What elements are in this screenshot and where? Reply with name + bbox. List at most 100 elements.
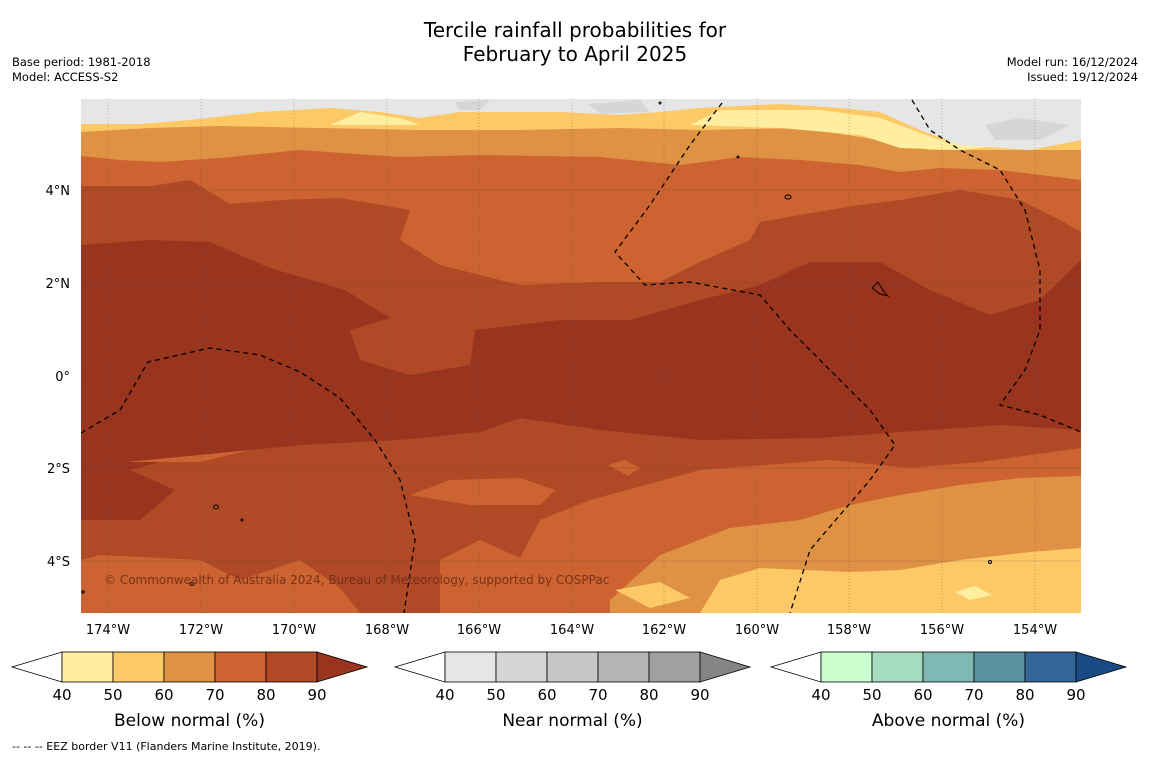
band-60-70-islet	[608, 460, 640, 476]
title-line-1: Tercile rainfall probabilities for	[423, 18, 727, 42]
eez-footnote: -- -- -- EEZ border V11 (Flanders Marine…	[12, 740, 321, 753]
colorbar-swatch	[61, 651, 114, 683]
islands	[81, 101, 992, 594]
colorbar-title: Above normal (%)	[872, 711, 1025, 731]
colorbar-swatch	[871, 651, 924, 683]
meta-left: Base period: 1981-2018 Model: ACCESS-S2	[12, 55, 151, 85]
colorbar-swatch	[495, 651, 548, 683]
band-30-40-north	[330, 112, 420, 125]
colorbar-title: Near normal (%)	[502, 711, 642, 731]
island-6	[736, 155, 740, 159]
lat-label: 4°N	[46, 184, 71, 199]
island-3	[213, 504, 219, 510]
colorbar-tick-label: 90	[1066, 686, 1085, 704]
lat-label: 2°S	[47, 462, 70, 477]
colorbar-tick-label: 60	[537, 686, 556, 704]
colorbar-extend-high	[699, 651, 752, 683]
island-7	[240, 518, 244, 522]
eez-border-central	[614, 102, 896, 613]
band-40-50-south-spot	[615, 582, 690, 608]
eez-border-west	[81, 347, 416, 613]
colorbar-tick-label: 80	[1015, 686, 1034, 704]
model-run: Model run: 16/12/2024	[1006, 55, 1138, 69]
colorbar: 40 50 60 70 80 90 Near normal (%)	[393, 651, 752, 731]
colorbar-extend-high	[316, 651, 369, 683]
lon-label: 160°W	[735, 623, 779, 638]
colorbar-swatch	[973, 651, 1026, 683]
meta-right: Model run: 16/12/2024 Issued: 19/12/2024	[1007, 55, 1138, 85]
latitude-labels: 4°N 2°N 0° 2°S 4°S	[46, 184, 71, 570]
island-9	[81, 590, 85, 594]
island-8	[988, 560, 992, 564]
model-name: Model: ACCESS-S2	[12, 70, 119, 84]
lat-label: 4°S	[47, 555, 70, 570]
probability-map: © Commonwealth of Australia 2024, Bureau…	[81, 99, 1081, 613]
band-60-70-south	[81, 555, 360, 613]
lon-label: 172°W	[179, 623, 223, 638]
colorbar-swatch	[546, 651, 599, 683]
colorbar-swatch	[1024, 651, 1077, 683]
lat-label: 0°	[55, 370, 70, 385]
lon-label: 164°W	[550, 623, 594, 638]
colorbar-tick-label: 50	[486, 686, 505, 704]
lon-label: 168°W	[365, 623, 409, 638]
island-2	[871, 281, 890, 297]
band-30-40-north-east	[690, 110, 1000, 150]
colorbar-extend-low	[769, 651, 822, 683]
colorbar-tick-label: 50	[103, 686, 122, 704]
lon-label: 158°W	[827, 623, 871, 638]
band-30-40-south-spot	[955, 586, 992, 600]
chart-title: Tercile rainfall probabilities for Febru…	[0, 18, 1150, 66]
lon-label: 174°W	[86, 623, 130, 638]
colorbar-swatch	[922, 651, 975, 683]
lon-label: 166°W	[457, 623, 501, 638]
colorbar-title: Below normal (%)	[114, 711, 265, 731]
band-60-70-west-south	[125, 450, 250, 462]
lon-label: 156°W	[920, 623, 964, 638]
colorbar-tick-label: 60	[154, 686, 173, 704]
lon-label: 170°W	[272, 623, 316, 638]
colorbar-tick-label: 80	[256, 686, 275, 704]
lat-label: 2°N	[46, 277, 71, 292]
colorbar-tick-label: 90	[307, 686, 326, 704]
copyright-text: © Commonwealth of Australia 2024, Bureau…	[104, 573, 609, 587]
colorbar-extend-low	[393, 651, 446, 683]
lon-label: 162°W	[642, 623, 686, 638]
colorbar-swatch	[597, 651, 650, 683]
latitude-lines	[81, 189, 1081, 562]
lon-label: 154°W	[1013, 623, 1057, 638]
colorbar-swatch	[214, 651, 267, 683]
colorbar-swatch	[112, 651, 165, 683]
island-5	[658, 101, 662, 105]
colorbar: 40 50 60 70 80 90 Below normal (%)	[10, 651, 369, 731]
colorbar-tick-label: 40	[52, 686, 71, 704]
colorbar-tick-label: 70	[964, 686, 983, 704]
near-normal-band	[81, 99, 1081, 150]
colorbar-tick-label: 50	[862, 686, 881, 704]
colorbar-tick-label: 60	[913, 686, 932, 704]
colorbar-tick-label: 70	[588, 686, 607, 704]
island-1	[784, 194, 792, 200]
colorbar-tick-label: 40	[811, 686, 830, 704]
colorbars: 40 50 60 70 80 90 Below normal (%) 40 50 60 70 80 90…	[10, 651, 1128, 731]
colorbar-tick-label: 70	[205, 686, 224, 704]
band-60-70-mid-south	[410, 478, 555, 505]
near-normal-patch-2	[588, 100, 650, 114]
title-line-2: February to April 2025	[462, 42, 688, 66]
near-normal-patch	[455, 100, 490, 110]
colorbar-swatch	[820, 651, 873, 683]
colorbar-swatch	[163, 651, 216, 683]
colorbar-tick-label: 40	[435, 686, 454, 704]
issued-date: Issued: 19/12/2024	[1027, 70, 1138, 84]
colorbar-extend-high	[1075, 651, 1128, 683]
colorbar-tick-label: 90	[690, 686, 709, 704]
colorbar-swatch	[444, 651, 497, 683]
near-normal-patch-3	[985, 118, 1070, 140]
colorbar-swatch	[648, 651, 701, 683]
colorbar: 40 50 60 70 80 90 Above normal (%)	[769, 651, 1128, 731]
colorbar-extend-low	[10, 651, 63, 683]
longitude-labels: 174°W 172°W 170°W 168°W 166°W 164°W 162°…	[86, 623, 1057, 638]
island-4	[189, 582, 195, 586]
eez-borders	[81, 99, 1081, 613]
